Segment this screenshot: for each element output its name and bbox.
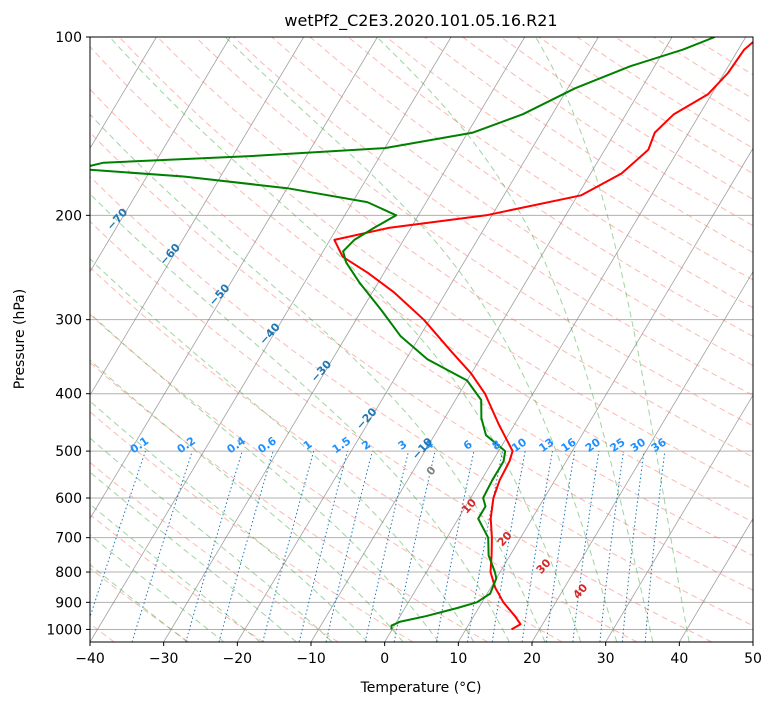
y-tick-label: 600 [55, 491, 82, 507]
mixing-ratio-line [572, 451, 600, 642]
y-tick-label: 700 [55, 531, 82, 547]
dry-adiabat-line [90, 361, 488, 642]
temperature-profile-line [333, 40, 753, 631]
y-tick-label: 1000 [46, 622, 82, 638]
isotherm-line [457, 147, 753, 642]
x-tick-label: 20 [523, 651, 541, 667]
dry-adiabat-line [90, 266, 638, 642]
isotherm-line [384, 37, 747, 642]
y-tick-label: 200 [55, 208, 82, 224]
y-tick-label: 400 [55, 387, 82, 403]
mixing-ratio-line [325, 450, 373, 642]
mixing-ratio-line [545, 451, 576, 642]
x-tick-label: 0 [380, 651, 389, 667]
isotherm-line [90, 37, 231, 273]
isotherm-line [90, 37, 305, 396]
x-tick-label: −30 [149, 651, 179, 667]
chart-title: wetPf2_C2E3.2020.101.05.16.R21 [284, 11, 557, 31]
isotherm-line [605, 394, 753, 642]
background-lines [90, 37, 753, 642]
isotherm-line [90, 37, 452, 642]
dry-adiabat-line [90, 313, 563, 642]
moist-adiabat-line [90, 400, 369, 642]
dry-adiabat-line [90, 175, 753, 627]
dry-adiabat-line [195, 37, 753, 427]
dry-adiabat-line [118, 37, 753, 490]
dry-adiabat-line [309, 37, 753, 337]
dry-adiabat-line [157, 37, 753, 458]
x-tick-label: −40 [75, 651, 105, 667]
dewpoint-profile-line [90, 37, 716, 630]
mixing-ratio-line [621, 451, 645, 642]
y-tick-label: 900 [55, 595, 82, 611]
isotherm-line [90, 37, 157, 150]
moist-adiabat-line [90, 471, 297, 642]
y-axis-label: Pressure (hPa) [12, 289, 28, 389]
isotherm-line [310, 37, 673, 642]
plot-frame [89, 36, 754, 643]
x-tick-label: −20 [223, 651, 253, 667]
moist-adiabat-line [90, 193, 510, 642]
moist-adiabat-line [90, 359, 404, 642]
moist-adiabat-line [90, 258, 475, 642]
isotherm-line [163, 37, 526, 642]
mixing-ratio-line [298, 450, 348, 642]
mixing-ratio-line [644, 451, 666, 642]
isotherm-line [90, 37, 378, 520]
x-axis-label: Temperature (°C) [360, 680, 482, 696]
x-tick-label: 50 [744, 651, 762, 667]
x-tick-label: 10 [449, 651, 467, 667]
mixing-ratio-line [218, 450, 274, 642]
y-tick-label: 300 [55, 313, 82, 329]
y-tick-label: 100 [55, 30, 82, 46]
x-tick-label: 30 [597, 651, 615, 667]
moist-adiabat-line [224, 37, 618, 642]
dry-adiabat-line [347, 37, 753, 309]
mixing-ratio-line [185, 450, 243, 642]
x-tick-label: 40 [670, 651, 688, 667]
mixing-ratio-line [364, 450, 409, 642]
moist-adiabat-line [90, 113, 546, 642]
dry-adiabat-line [90, 567, 190, 642]
isotherm-line [236, 37, 599, 642]
moist-adiabat-line [90, 437, 333, 642]
moist-adiabat-line [376, 37, 654, 642]
moist-adiabat-line [535, 37, 690, 642]
dry-adiabat-line [90, 513, 264, 642]
isotherm-line [531, 270, 753, 642]
y-tick-label: 800 [55, 565, 82, 581]
mixing-ratio-line [262, 450, 315, 642]
mixing-ratio-line [599, 451, 625, 642]
x-tick-label: −10 [296, 651, 326, 667]
isotherm-line [678, 517, 753, 642]
moist-adiabat-line [109, 37, 582, 642]
mixing-ratio-line [393, 450, 436, 642]
dry-adiabat-line [90, 220, 712, 642]
profile-lines [90, 37, 753, 631]
y-tick-label: 500 [55, 444, 82, 460]
mixing-ratio-line [131, 450, 193, 642]
mixing-ratio-line [521, 451, 553, 642]
moist-adiabat-line [90, 312, 439, 642]
